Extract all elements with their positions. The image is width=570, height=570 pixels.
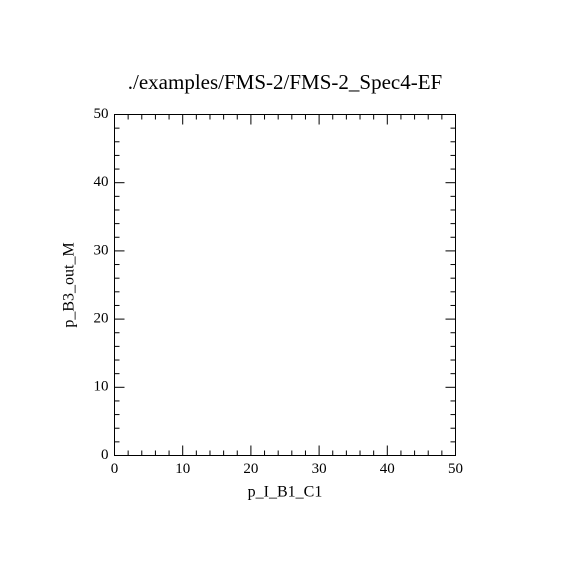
y-axis-label: p_B3_out_M	[61, 242, 78, 327]
y-tick-label: 10	[94, 379, 109, 395]
x-tick-label: 40	[380, 461, 395, 477]
y-tick-label: 20	[94, 311, 109, 327]
y-tick-label: 40	[94, 174, 109, 190]
x-tick-label: 20	[243, 461, 258, 477]
plot-frame	[114, 114, 456, 456]
x-tick-label: 30	[312, 461, 327, 477]
x-tick-label: 0	[111, 461, 119, 477]
y-tick-label: 0	[101, 447, 109, 463]
x-tick-label: 50	[448, 461, 463, 477]
x-axis-label: p_I_B1_C1	[248, 484, 323, 501]
y-tick-label: 50	[94, 106, 109, 122]
chart-title: ./examples/FMS-2/FMS-2_Spec4-EF	[128, 70, 442, 94]
y-tick-label: 30	[94, 242, 109, 258]
x-tick-label: 10	[175, 461, 190, 477]
